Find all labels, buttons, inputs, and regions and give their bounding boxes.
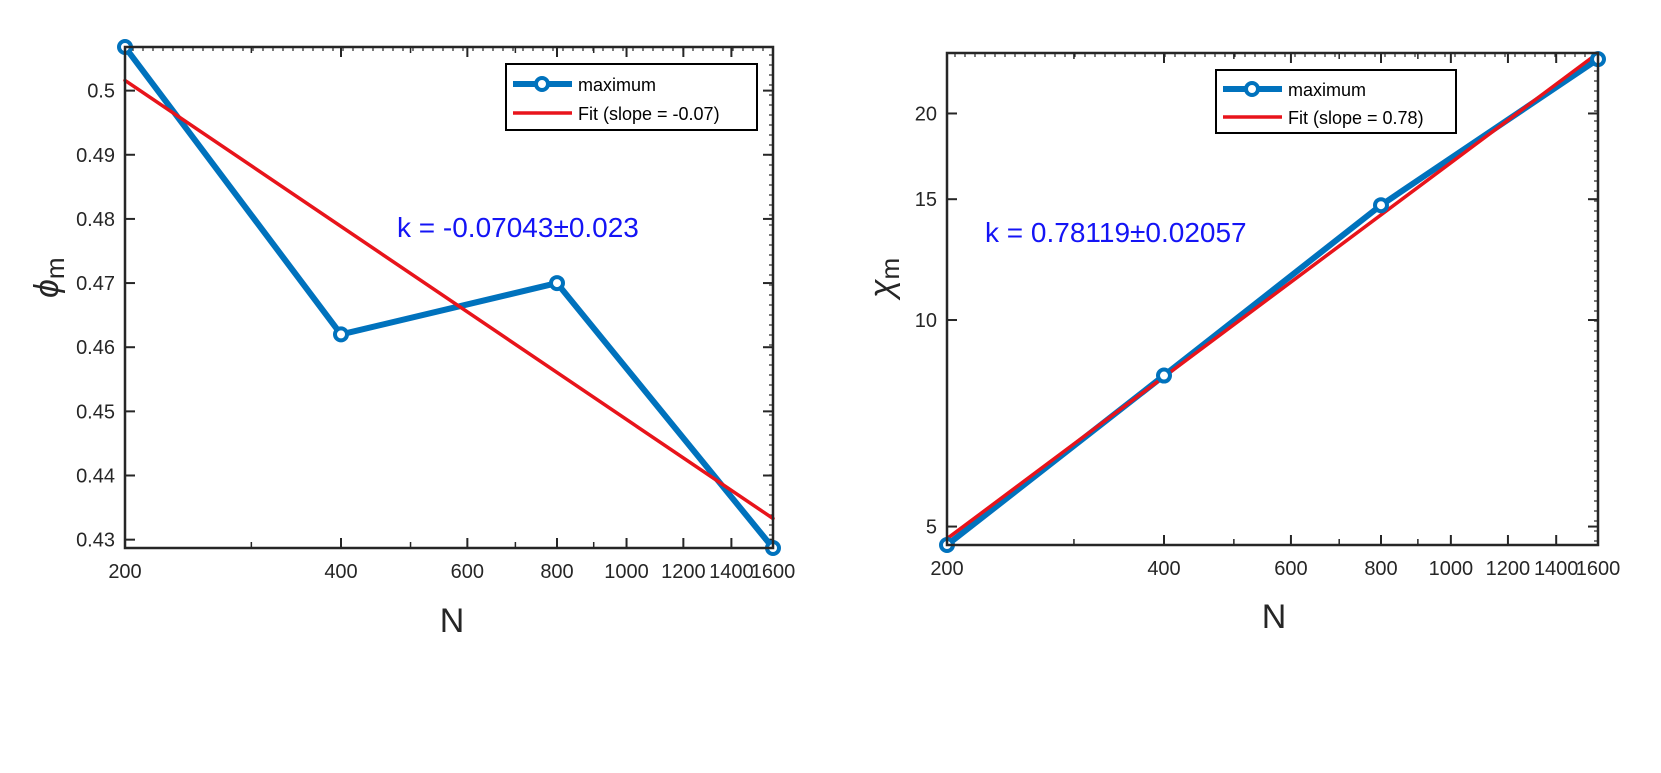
series-line-fit <box>123 78 775 521</box>
x-tick-label: 200 <box>930 558 963 580</box>
y-tick-label: 0.44 <box>76 466 115 488</box>
y-tick-labels: 0.43 0.44 0.45 0.46 0.47 0.48 0.49 0.5 <box>76 81 115 552</box>
series-layer <box>117 39 781 556</box>
slope-annotation: k = -0.07043±0.023 <box>397 212 639 243</box>
x-tick-label: 1600 <box>751 561 796 583</box>
legend-marker-maximum <box>534 76 550 92</box>
y-tick-label: 0.5 <box>87 81 115 103</box>
y-tick-label: 20 <box>915 103 937 125</box>
x-tick-label: 1000 <box>604 561 649 583</box>
y-tick-labels: 5 10 15 20 <box>915 103 937 538</box>
y-tick-label: 0.46 <box>76 337 115 359</box>
svg-text:ϕm: ϕm <box>28 257 70 298</box>
x-tick-label: 600 <box>1274 558 1307 580</box>
data-point <box>1156 367 1172 384</box>
data-point <box>333 326 349 343</box>
series-line-fit <box>945 51 1600 541</box>
legend-box <box>1215 69 1457 134</box>
x-axis-label: N <box>440 602 465 640</box>
plot-frame <box>123 45 775 550</box>
y-tick-label: 15 <box>915 189 937 211</box>
y-tick-label: 0.45 <box>76 401 115 423</box>
x-tick-label: 800 <box>540 561 573 583</box>
x-tick-label: 1400 <box>1534 558 1579 580</box>
y-tick-label: 0.48 <box>76 209 115 231</box>
y-tick-label: 0.49 <box>76 145 115 167</box>
y-tick-label: 0.47 <box>76 273 115 295</box>
series-layer <box>939 51 1606 553</box>
y-tick-label: 5 <box>926 517 937 539</box>
slope-annotation: k = 0.78119±0.02057 <box>985 217 1247 248</box>
y-tick-label: 10 <box>915 310 937 332</box>
x-tick-label: 1200 <box>1486 558 1531 580</box>
y-axis-label: ϕm <box>28 257 70 298</box>
legend-label-fit: Fit (slope = -0.07) <box>578 104 720 124</box>
x-tick-label: 1000 <box>1429 558 1474 580</box>
x-tick-label: 1200 <box>661 561 706 583</box>
legend-label-fit: Fit (slope = 0.78) <box>1288 108 1424 128</box>
phi-m-chart: 0.43 0.44 0.45 0.46 0.47 0.48 0.49 0.5 200 400 60… <box>28 39 795 640</box>
plot-frame <box>945 51 1600 547</box>
x-tick-label: 1600 <box>1576 558 1621 580</box>
svg-text:χm: χm <box>863 258 905 301</box>
y-tick-label: 0.43 <box>76 530 115 552</box>
x-tick-label: 1400 <box>709 561 754 583</box>
x-axis-label: N <box>1262 598 1287 636</box>
legend-marker-maximum <box>1244 81 1260 97</box>
legend-label-maximum: maximum <box>578 75 656 95</box>
x-tick-label: 400 <box>1147 558 1180 580</box>
y-axis-label: χm <box>863 258 905 301</box>
legend-label-maximum: maximum <box>1288 80 1366 100</box>
legend: maximum Fit (slope = -0.07) <box>505 63 758 131</box>
x-tick-label: 800 <box>1364 558 1397 580</box>
x-tick-label: 600 <box>451 561 484 583</box>
data-point <box>1373 197 1389 214</box>
x-tick-label: 200 <box>108 561 141 583</box>
legend: maximum Fit (slope = 0.78) <box>1215 69 1457 134</box>
legend-box <box>505 63 758 131</box>
x-tick-label: 400 <box>324 561 357 583</box>
series-line-maximum <box>122 44 776 551</box>
data-point <box>549 275 565 292</box>
